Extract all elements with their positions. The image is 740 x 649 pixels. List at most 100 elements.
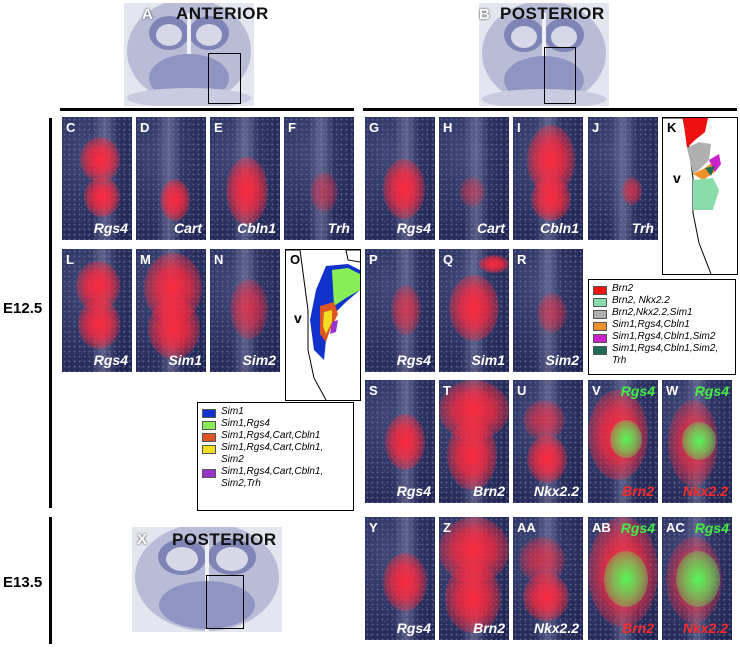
legend-anterior-label: Sim1	[221, 406, 244, 417]
panel-i-letter: I	[517, 120, 521, 135]
schematic-k-ventricle: v	[673, 170, 681, 186]
legend-posterior-label: Brn2, Nkx2.2	[612, 295, 670, 306]
panel-d-letter: D	[140, 120, 150, 135]
panel-w: W Rgs4 Nkx2.2	[662, 380, 732, 503]
panel-e-letter: E	[214, 120, 223, 135]
legend-anterior-label: Sim1,Rgs4,Cart,Cbln1	[221, 430, 321, 441]
panel-y-gene: Rgs4	[396, 620, 431, 636]
panel-l: L Rgs4	[62, 249, 132, 372]
e13-5-bracket	[49, 517, 52, 644]
legend-anterior-label: Sim1,Rgs4,Cart,Cbln1, Sim2,Trh	[221, 466, 324, 489]
legend-anterior-swatch	[202, 445, 216, 454]
panel-s: S Rgs4	[365, 380, 435, 503]
panel-f: F Trh	[284, 117, 354, 240]
panel-j-gene: Trh	[631, 220, 654, 236]
legend-anterior-swatch	[202, 469, 216, 478]
brain-section-drawing	[132, 527, 282, 632]
panel-q-letter: Q	[443, 252, 454, 267]
legend-anterior-swatch	[202, 409, 216, 418]
legend-posterior-label: Brn2	[612, 283, 634, 294]
panel-g-letter: G	[369, 120, 380, 135]
panel-g: G Rgs4	[365, 117, 435, 240]
panel-s-letter: S	[369, 383, 378, 398]
section-a-title: ANTERIOR	[176, 4, 269, 23]
panel-g-gene: Rgs4	[396, 220, 431, 236]
legend-posterior-item: Brn2,Nkx2.2,Sim1	[593, 307, 731, 319]
panel-ac-letter: AC	[666, 520, 685, 535]
panel-ab: AB Rgs4 Brn2	[588, 517, 658, 640]
stage-label-e12-5: E12.5	[3, 300, 43, 317]
panel-n-gene: Sim2	[242, 352, 276, 368]
e12-5-bracket	[49, 118, 52, 508]
panel-c-gene: Rgs4	[93, 220, 128, 236]
stage-label-e13-5: E13.5	[3, 574, 43, 591]
panel-q: Q Sim1	[439, 249, 509, 372]
panel-l-gene: Rgs4	[93, 352, 128, 368]
schematic-k-letter: K	[667, 120, 677, 135]
panel-t-gene: Brn2	[473, 483, 505, 499]
legend-posterior-swatch	[593, 334, 607, 343]
section-a-letter: A	[142, 6, 153, 23]
legend-anterior-label: Sim1,Rgs4,Cart,Cbln1, Sim2	[221, 442, 324, 465]
legend-anterior: Sim1 Sim1,Rgs4 Sim1,Rgs4,Cart,Cbln1 Sim1,Rg…	[197, 402, 354, 511]
panel-e: E Cbln1	[210, 117, 280, 240]
panel-aa-letter: AA	[517, 520, 536, 535]
legend-posterior-item: Brn2, Nkx2.2	[593, 295, 731, 307]
panel-n-letter: N	[214, 252, 224, 267]
schematic-k-drawing	[663, 117, 721, 275]
panel-ac-top-gene: Rgs4	[694, 520, 729, 536]
panel-y: Y Rgs4	[365, 517, 435, 640]
panel-p: P Rgs4	[365, 249, 435, 372]
panel-ac-gene: Nkx2.2	[682, 620, 728, 636]
panel-c-letter: C	[66, 120, 76, 135]
posterior-bracket	[363, 108, 737, 111]
panel-r-gene: Sim2	[545, 352, 579, 368]
legend-posterior-label: Sim1,Rgs4,Cbln1,Sim2	[612, 331, 716, 342]
anterior-bracket	[60, 108, 354, 111]
legend-anterior-item: Sim1,Rgs4,Cart,Cbln1, Sim2,Trh	[202, 466, 349, 490]
panel-w-top-gene: Rgs4	[694, 383, 729, 399]
panel-w-gene: Nkx2.2	[682, 483, 728, 499]
legend-anterior-swatch	[202, 433, 216, 442]
panel-v-letter: V	[592, 383, 601, 398]
panel-z-letter: Z	[443, 520, 451, 535]
panel-t-letter: T	[443, 383, 451, 398]
panel-q-gene: Sim1	[471, 352, 505, 368]
legend-posterior-swatch	[593, 322, 607, 331]
schematic-k: K v	[662, 117, 738, 275]
legend-anterior-item: Sim1,Rgs4	[202, 418, 349, 430]
panel-h-letter: H	[443, 120, 453, 135]
section-b-title: POSTERIOR	[500, 4, 605, 23]
panel-ab-gene: Brn2	[622, 620, 654, 636]
panel-r-letter: R	[517, 252, 527, 267]
panel-j: J Trh	[588, 117, 658, 240]
panel-ab-top-gene: Rgs4	[620, 520, 655, 536]
legend-posterior-label: Sim1,Rgs4,Cbln1	[612, 319, 690, 330]
schematic-o: O v	[285, 249, 361, 401]
panel-i: I Cbln1	[513, 117, 583, 240]
legend-posterior-item: Sim1,Rgs4,Cbln1,Sim2, Trh	[593, 343, 731, 367]
panel-e-gene: Cbln1	[237, 220, 276, 236]
panel-v-top-gene: Rgs4	[620, 383, 655, 399]
section-thumbnail-anterior	[124, 3, 254, 106]
legend-anterior-swatch	[202, 421, 216, 430]
panel-m-gene: Sim1	[168, 352, 202, 368]
section-b-letter: B	[479, 6, 490, 23]
panel-v: V Rgs4 Brn2	[588, 380, 658, 503]
panel-t: T Brn2	[439, 380, 509, 503]
section-b-roi-box	[544, 47, 576, 104]
panel-l-letter: L	[66, 252, 74, 267]
section-thumbnail-x	[132, 527, 282, 632]
panel-z: Z Brn2	[439, 517, 509, 640]
legend-posterior-item: Brn2	[593, 283, 731, 295]
legend-posterior-label: Sim1,Rgs4,Cbln1,Sim2, Trh	[612, 343, 719, 366]
legend-posterior-swatch	[593, 310, 607, 319]
panel-aa-gene: Nkx2.2	[533, 620, 579, 636]
panel-y-letter: Y	[369, 520, 378, 535]
schematic-o-drawing	[286, 249, 361, 401]
schematic-o-ventricle: v	[294, 310, 302, 326]
legend-anterior-item: Sim1,Rgs4,Cart,Cbln1, Sim2	[202, 442, 349, 466]
panel-h-gene: Cart	[476, 220, 505, 236]
panel-v-gene: Brn2	[622, 483, 654, 499]
panel-c: C Rgs4	[62, 117, 132, 240]
